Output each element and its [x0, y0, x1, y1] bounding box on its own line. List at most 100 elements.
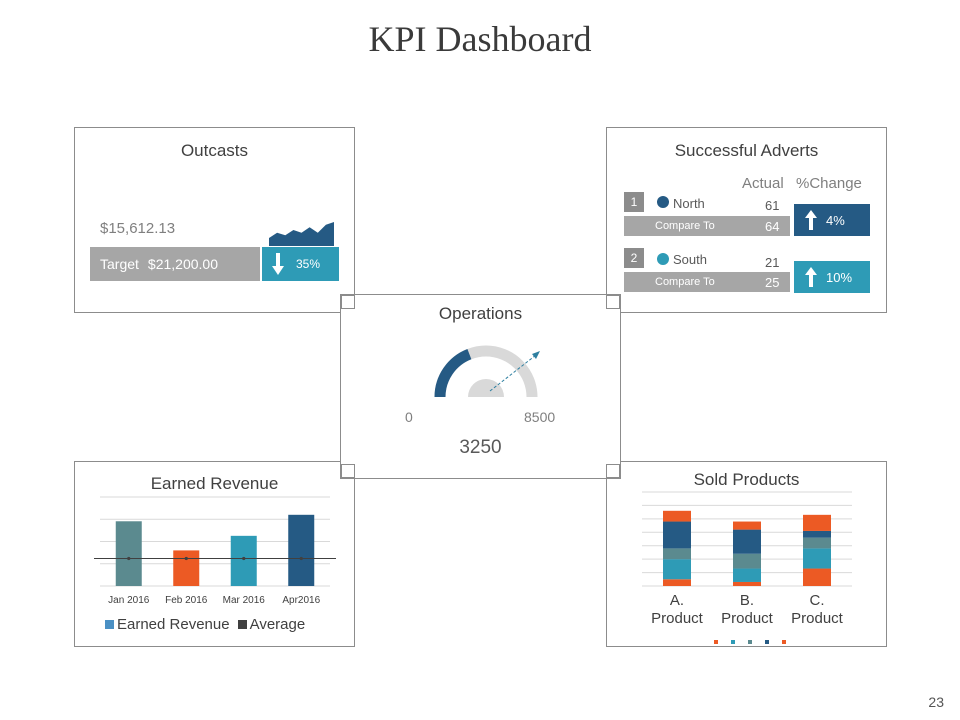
legend-marker — [782, 640, 786, 644]
page-title: KPI Dashboard — [368, 19, 592, 59]
legend-marker — [731, 640, 735, 644]
advert-rank: 1 — [624, 192, 644, 212]
stack-segment — [733, 529, 761, 554]
region-dot-icon — [657, 196, 669, 208]
legend-swatch — [237, 620, 247, 629]
stack-segment — [733, 521, 761, 530]
x-tick-label: Mar 2016 — [223, 595, 266, 606]
sold-products-panel: Sold Products A. Product B. Product C. Produc… — [606, 461, 887, 647]
advert-actual: 21 — [765, 255, 780, 270]
earned-revenue-chart: Jan 2016 Feb 2016 Mar 2016 Apr2016 — [94, 496, 336, 606]
target-value: $21,200.00 — [147, 256, 218, 272]
stack-segment — [663, 559, 691, 580]
operations-gauge — [434, 345, 540, 398]
legend-item: Earned Revenue — [105, 616, 230, 633]
corner-marker — [341, 464, 355, 478]
earned-revenue-panel: Earned Revenue Jan 2016 Feb 2016 Mar 2016 A… — [74, 461, 355, 647]
sold-products-legend — [714, 640, 799, 644]
revenue-bar — [115, 521, 142, 586]
legend-item: Average — [237, 616, 306, 633]
advert-change-value: 10% — [826, 269, 853, 285]
x-tick-label: Product — [791, 610, 844, 627]
legend-marker — [714, 640, 718, 644]
x-tick-label: B. — [740, 592, 754, 609]
stack-segment — [733, 581, 761, 586]
region-dot-icon — [657, 253, 669, 265]
gauge-max: 8500 — [524, 409, 556, 425]
x-tick-label: Jan 2016 — [108, 595, 150, 606]
earned-revenue-legend: Earned Revenue Average — [105, 616, 313, 633]
legend-swatch — [105, 620, 114, 629]
advert-change-box: 4% — [794, 204, 870, 236]
advert-region: South — [673, 252, 707, 267]
outcasts-sparkline — [269, 222, 334, 246]
gauge-value: 3250 — [459, 437, 502, 458]
compare-value: 25 — [765, 274, 780, 290]
outcasts-change-value: 35% — [296, 257, 321, 271]
x-tick-label: A. — [670, 592, 684, 609]
x-tick-label: Product — [721, 610, 774, 627]
stack-segment — [663, 548, 691, 560]
x-tick-label: Apr2016 — [282, 595, 320, 606]
advert-region: North — [673, 196, 705, 211]
compare-value: 64 — [765, 218, 780, 234]
corner-marker — [606, 464, 620, 478]
earned-revenue-title: Earned Revenue — [150, 474, 279, 493]
stack-segment — [733, 553, 761, 569]
compare-label: Compare To — [655, 220, 715, 232]
outcasts-target-bar: Target $21,200.00 — [90, 247, 260, 281]
advert-compare-bar: Compare To 64 — [624, 216, 790, 236]
gauge-needle-head — [532, 351, 540, 359]
stack-segment — [733, 568, 761, 582]
legend-label: Earned Revenue — [117, 616, 230, 633]
target-label: Target — [100, 256, 139, 272]
legend-label: Average — [249, 616, 306, 633]
stack-segment — [663, 521, 691, 549]
gauge-min: 0 — [405, 409, 413, 425]
stack-segment — [803, 530, 831, 538]
adverts-title: Successful Adverts — [674, 141, 819, 160]
stack-segment — [803, 514, 831, 531]
stack-segment — [663, 579, 691, 586]
x-tick-label: Product — [651, 610, 704, 627]
actual-header: Actual — [742, 175, 784, 192]
average-point — [127, 556, 131, 561]
operations-panel: Operations 0 8500 3250 — [340, 294, 621, 479]
gauge-hub — [468, 379, 504, 397]
stack-segment — [803, 548, 831, 569]
outcasts-change-box: 35% — [262, 247, 339, 281]
advert-rank: 2 — [624, 248, 644, 268]
average-point — [184, 556, 188, 561]
outcasts-title: Outcasts — [180, 141, 249, 160]
outcasts-amount: $15,612.13 — [100, 220, 176, 237]
corner-marker — [606, 295, 620, 309]
sold-products-title: Sold Products — [693, 470, 800, 489]
arrow-down-icon — [272, 253, 284, 275]
change-header: %Change — [796, 175, 862, 192]
revenue-bar — [173, 550, 200, 586]
adverts-panel: Successful Adverts Actual %Change 1 Nort… — [606, 127, 887, 313]
average-point — [242, 556, 246, 561]
advert-compare-bar: Compare To 25 — [624, 272, 790, 292]
stack-segment — [803, 537, 831, 549]
legend-marker — [748, 640, 752, 644]
page-number: 23 — [928, 694, 944, 710]
revenue-bar — [230, 535, 257, 586]
legend-marker — [765, 640, 769, 644]
corner-marker — [341, 295, 355, 309]
outcasts-panel: Outcasts $15,612.13 Target $21,200.00 35… — [74, 127, 355, 313]
advert-change-value: 4% — [826, 212, 845, 228]
stack-segment — [663, 510, 691, 522]
arrow-up-icon — [805, 210, 817, 230]
advert-actual: 61 — [765, 198, 780, 213]
x-tick-label: Feb 2016 — [165, 595, 208, 606]
operations-title: Operations — [438, 304, 523, 323]
advert-change-box: 10% — [794, 261, 870, 293]
stack-segment — [803, 568, 831, 586]
average-point — [299, 556, 303, 561]
sparkline-area — [269, 222, 334, 246]
x-tick-label: C. — [810, 592, 825, 609]
arrow-up-icon — [805, 267, 817, 287]
gauge-fill — [434, 348, 472, 398]
